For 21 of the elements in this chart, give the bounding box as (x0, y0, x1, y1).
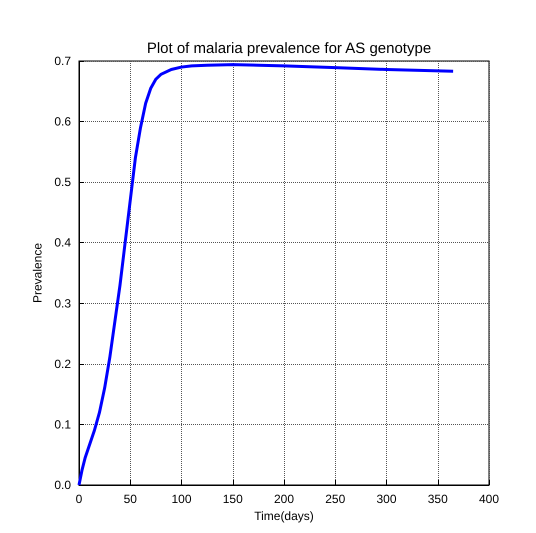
x-tick-label: 0 (76, 492, 83, 506)
y-tick-label: 0.5 (54, 175, 72, 190)
y-tick-label: 0.3 (54, 296, 72, 310)
y-tick-label: 0.2 (54, 356, 72, 371)
x-tick-label: 400 (478, 492, 500, 506)
x-tick-label: 200 (274, 492, 294, 506)
y-tick-label: 0.0 (54, 478, 72, 492)
x-tick-label: 150 (222, 492, 244, 506)
x-tick-label: 350 (428, 492, 448, 506)
y-axis-title: Prevalence (30, 242, 44, 304)
x-tick-label: 50 (124, 492, 138, 506)
x-tick-label: 250 (325, 492, 346, 506)
x-axis-title: Time(days) (254, 508, 314, 523)
chart-title: Plot of malaria prevalence for AS genotype (146, 40, 432, 57)
x-tick-label: 300 (376, 492, 397, 506)
y-tick-label: 0.7 (54, 54, 72, 68)
y-tick-label: 0.6 (54, 114, 72, 129)
line-series (78, 63, 455, 486)
y-tick-label: 0.4 (54, 236, 72, 250)
x-tick-label: 100 (171, 492, 192, 506)
y-tick-label: 0.1 (54, 417, 72, 432)
